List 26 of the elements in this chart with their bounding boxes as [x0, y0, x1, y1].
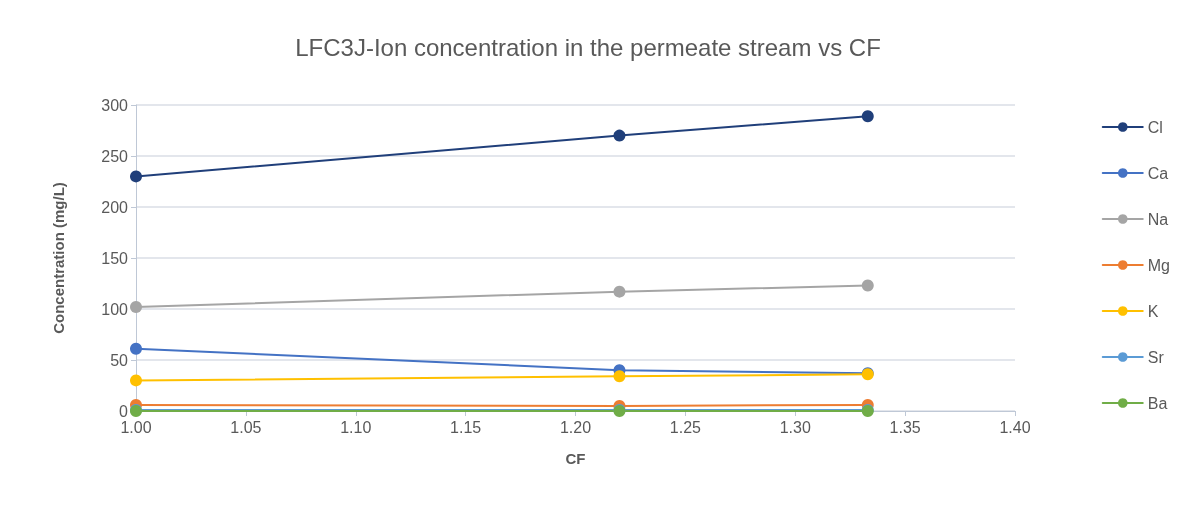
y-tick-label: 100: [101, 300, 129, 318]
y-tick-label: 300: [101, 96, 129, 114]
chart-title: LFC3J-Ion concentration in the permeate stream vs CF: [295, 33, 881, 61]
y-tick-label: 150: [101, 249, 129, 267]
x-tick-label: 1.35: [889, 418, 921, 436]
legend-label: Cl: [1147, 118, 1163, 136]
x-tick-label: 1.15: [450, 418, 482, 436]
x-tick-label: 1.30: [779, 418, 811, 436]
legend-label: Ba: [1147, 394, 1168, 412]
x-tick-label: 1.40: [999, 418, 1031, 436]
x-tick-label: 1.00: [120, 418, 152, 436]
y-axis-title: Concentration (mg/L): [50, 182, 67, 334]
legend-label: Mg: [1147, 256, 1171, 274]
x-tick-label: 1.05: [230, 418, 262, 436]
y-tick-label: 200: [101, 198, 129, 216]
x-tick-label: 1.10: [340, 418, 372, 436]
y-tick-label: 0: [119, 402, 129, 420]
legend-label: Na: [1147, 210, 1169, 228]
legend-label: Sr: [1147, 348, 1165, 366]
legend-label: K: [1147, 302, 1159, 320]
y-tick-label: 50: [110, 351, 129, 369]
x-axis-title: CF: [565, 450, 586, 467]
legend-label: Ca: [1147, 164, 1169, 182]
y-tick-label: 250: [101, 147, 129, 165]
x-tick-label: 1.20: [559, 418, 592, 436]
x-tick-label: 1.25: [669, 418, 702, 436]
